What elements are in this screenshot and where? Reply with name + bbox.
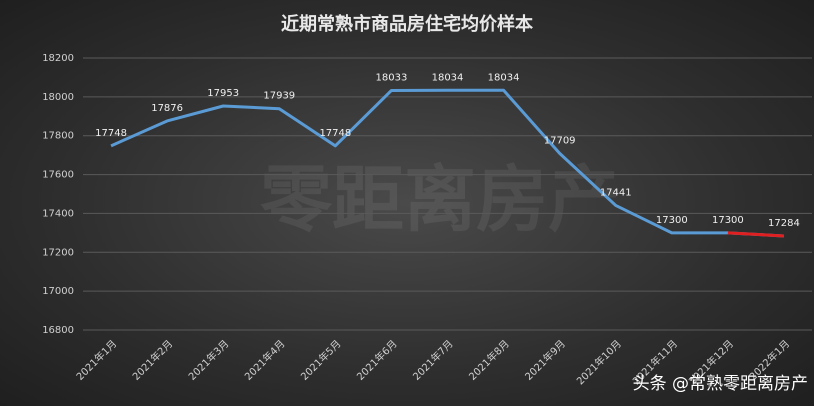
x-tick-label: 2021年7月 — [410, 337, 456, 383]
highlight-segment — [727, 231, 785, 238]
data-label: 17284 — [768, 218, 800, 229]
x-tick-label: 2021年2月 — [130, 337, 176, 383]
data-label: 17441 — [600, 187, 632, 198]
y-tick-label: 18000 — [42, 92, 74, 103]
data-label: 17953 — [207, 88, 239, 99]
data-label: 17876 — [151, 103, 183, 114]
y-tick-label: 17800 — [42, 131, 74, 142]
data-label: 18034 — [432, 72, 464, 83]
x-tick-label: 2021年4月 — [242, 337, 288, 383]
y-tick-label: 18200 — [42, 53, 74, 64]
data-label: 18034 — [488, 72, 520, 83]
x-tick-label: 2021年9月 — [522, 337, 568, 383]
x-tick-label: 2021年3月 — [186, 337, 232, 383]
data-label: 17300 — [712, 215, 744, 226]
source-watermark: 头条 @常熟零距离房产 — [633, 373, 808, 394]
chart-title: 近期常熟市商品房住宅均价样本 — [281, 13, 533, 35]
data-label: 17748 — [319, 128, 351, 139]
data-label: 17709 — [544, 135, 576, 146]
y-tick-label: 17200 — [42, 247, 74, 258]
data-label: 17939 — [263, 91, 295, 102]
background-watermark: 零距离房产 — [260, 158, 620, 242]
y-tick-label: 17000 — [42, 286, 74, 297]
data-label: 18033 — [376, 72, 408, 83]
data-label: 17300 — [656, 215, 688, 226]
x-tick-label: 2021年10月 — [574, 337, 624, 387]
data-label: 17748 — [95, 128, 127, 139]
x-tick-label: 2021年5月 — [298, 337, 344, 383]
line-series — [110, 88, 785, 238]
y-tick-label: 16800 — [42, 325, 74, 336]
x-tick-label: 2021年8月 — [466, 337, 512, 383]
x-tick-label: 2021年1月 — [73, 337, 119, 383]
y-tick-label: 17600 — [42, 170, 74, 181]
y-tick-label: 17400 — [42, 208, 74, 219]
x-tick-label: 2021年6月 — [354, 337, 400, 383]
